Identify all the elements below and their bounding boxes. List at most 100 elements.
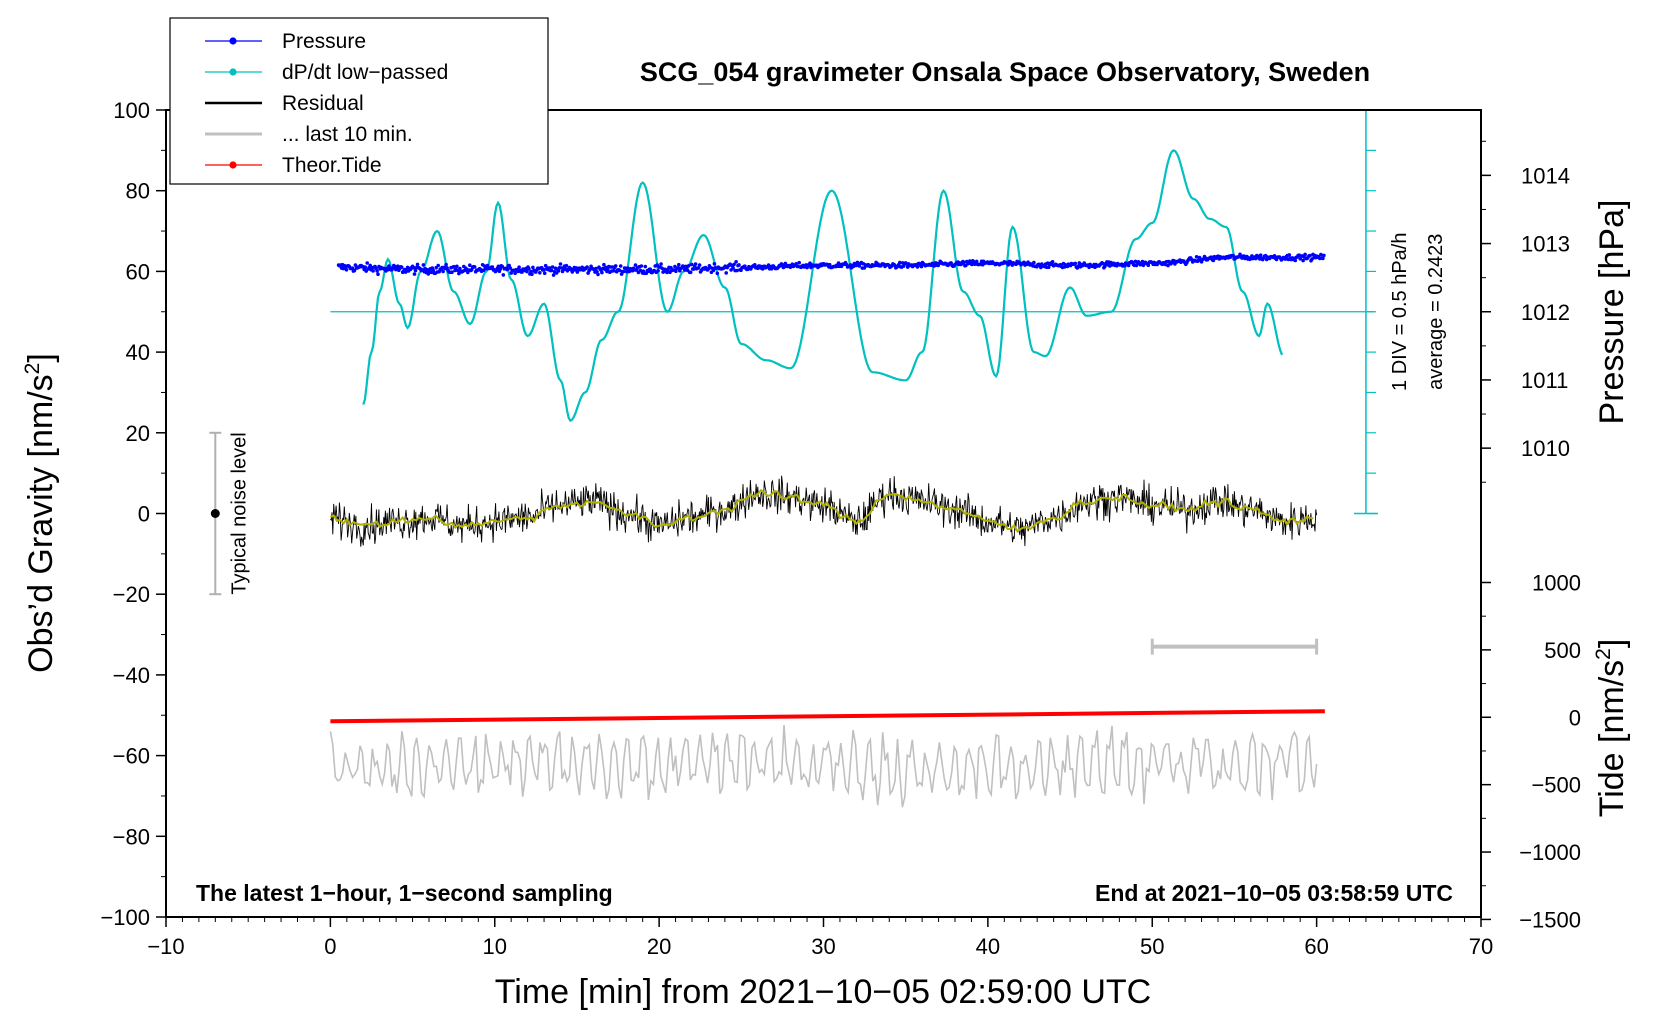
dpdt-average-label: average = 0.2423 xyxy=(1425,234,1447,390)
pressure-point xyxy=(974,259,979,264)
pressure-point xyxy=(441,269,445,274)
pressure-point xyxy=(712,262,717,266)
pressure-point xyxy=(541,267,546,272)
pressure-point xyxy=(660,266,664,271)
y-tick-label: 40 xyxy=(126,340,150,365)
pressure-point xyxy=(436,263,441,268)
pressure-point xyxy=(691,267,696,271)
pressure-point xyxy=(606,267,610,272)
pressure-point xyxy=(656,269,660,273)
pressure-point xyxy=(556,269,561,273)
legend: Pressure dP/dt low−passed Residual ... last… xyxy=(169,17,549,185)
pressure-point xyxy=(901,264,906,268)
y-tick-label: −100 xyxy=(100,905,150,930)
noise-level-label: Typical noise level xyxy=(228,432,250,594)
pressure-point xyxy=(1319,252,1323,257)
pressure-point xyxy=(1103,264,1107,269)
pressure-point xyxy=(735,268,739,273)
tide-tick-label: −500 xyxy=(1531,773,1581,798)
chart-title: SCG_054 gravimeter Onsala Space Observat… xyxy=(640,57,1370,87)
legend-marker xyxy=(229,161,237,169)
pressure-point xyxy=(1322,253,1326,258)
pressure-point xyxy=(970,262,974,267)
pressure-point xyxy=(525,269,529,274)
pressure-point xyxy=(686,264,691,268)
pressure-point xyxy=(538,271,542,275)
pressure-point xyxy=(468,263,472,268)
pressure-point xyxy=(585,265,589,269)
y-tick-label: −60 xyxy=(113,744,150,769)
pressure-point xyxy=(693,262,698,266)
y-tick-label: 0 xyxy=(138,502,150,527)
pressure-point xyxy=(513,271,517,276)
pressure-point xyxy=(676,266,680,270)
pressure-point xyxy=(411,265,416,270)
pressure-point xyxy=(715,271,720,276)
pressure-point xyxy=(365,261,370,265)
pressure-point xyxy=(368,263,373,268)
pressure-point xyxy=(1293,258,1298,263)
pressure-point xyxy=(481,268,486,273)
y-axis-title-pressure: Pressure [hPa] xyxy=(1593,200,1631,425)
pressure-point xyxy=(1032,260,1036,265)
y-tick-label: −20 xyxy=(113,582,150,607)
x-tick-label: 40 xyxy=(976,934,1000,959)
pressure-point xyxy=(363,265,368,270)
pressure-point xyxy=(505,267,510,272)
pressure-point xyxy=(696,266,701,270)
pressure-point xyxy=(613,264,618,268)
tide-tick-label: 0 xyxy=(1569,705,1581,730)
pressure-point xyxy=(344,268,349,272)
pressure-point xyxy=(458,266,462,271)
pressure-point xyxy=(527,266,531,271)
pressure-point xyxy=(580,265,584,270)
pressure-point xyxy=(415,262,420,267)
pressure-point xyxy=(421,263,426,267)
pressure-point xyxy=(602,262,606,267)
series-residual-smoothed xyxy=(330,488,1314,533)
y-tick-label: 60 xyxy=(126,259,150,284)
pressure-point xyxy=(1050,260,1055,264)
pressure-point xyxy=(1321,256,1325,261)
pressure-point xyxy=(688,270,693,275)
pressure-point xyxy=(558,262,563,266)
pressure-point xyxy=(1231,253,1235,258)
pressure-point xyxy=(412,272,417,276)
pressure-point xyxy=(399,265,404,270)
y-tick-label: 80 xyxy=(126,179,150,204)
pressure-point xyxy=(1146,263,1151,268)
pressure-point xyxy=(665,270,669,275)
pressure-point xyxy=(932,264,937,268)
pressure-point xyxy=(1301,258,1305,263)
x-tick-label: 70 xyxy=(1469,934,1493,959)
pressure-point xyxy=(689,262,694,267)
x-tick-label: 20 xyxy=(647,934,671,959)
pressure-point xyxy=(734,260,738,264)
pressure-tick-label: 1013 xyxy=(1521,232,1570,257)
legend-marker xyxy=(229,37,237,45)
y-axis-title-tide: Tide [nm/s2] xyxy=(1592,639,1631,818)
pressure-point xyxy=(444,262,448,267)
pressure-point xyxy=(711,268,716,273)
pressure-point xyxy=(617,268,622,273)
pressure-point xyxy=(352,268,357,273)
pressure-point xyxy=(564,263,569,268)
pressure-point xyxy=(1258,253,1263,257)
x-axis-title: Time [min] from 2021−10−05 02:59:00 UTC xyxy=(495,973,1151,1011)
dpdt-scale-label: 1 DIV = 0.5 hPa/h xyxy=(1389,233,1411,391)
pressure-tick-label: 1012 xyxy=(1521,300,1570,325)
pressure-point xyxy=(600,270,604,275)
series-pressure xyxy=(336,252,1326,277)
x-tick-label: 50 xyxy=(1140,934,1164,959)
pressure-point xyxy=(501,273,506,277)
pressure-point xyxy=(485,263,490,268)
series-theor-tide xyxy=(330,709,1325,724)
pressure-point xyxy=(596,272,600,277)
pressure-point xyxy=(633,263,638,267)
pressure-tick-label: 1011 xyxy=(1521,368,1568,393)
y-axis-title-gravity: Obs’d Gravity [nm/s2] xyxy=(21,353,60,673)
x-tick-label: −10 xyxy=(147,934,184,959)
pressure-point xyxy=(639,264,644,268)
pressure-point xyxy=(797,260,801,265)
